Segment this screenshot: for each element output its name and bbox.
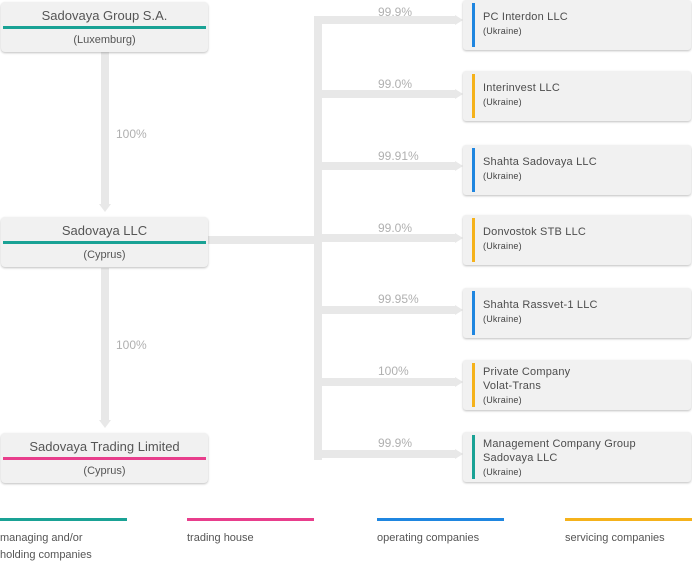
company-type-bar [472, 74, 475, 118]
connector-llc-horizontal [208, 236, 318, 244]
arrow-right-icon [455, 89, 463, 99]
branch-connector [314, 306, 455, 314]
subsidiary-info: Shahta Sadovaya LLC (Ukraine) [483, 155, 685, 182]
subsidiary-name: Private Company Volat-Trans [483, 366, 571, 392]
company-box-trading: Sadovaya Trading Limited (Cyprus) [1, 433, 208, 483]
subsidiary-box: Shahta Sadovaya LLC (Ukraine) [463, 145, 691, 195]
arrow-right-icon [455, 305, 463, 315]
subsidiary-name: Donvostok STB LLC [483, 226, 587, 238]
subsidiary-country: (Ukraine) [483, 26, 522, 36]
percentage-label: 100% [378, 364, 409, 378]
company-type-bar [3, 241, 206, 244]
subsidiary-info: Private Company Volat-Trans (Ukraine) [483, 365, 685, 406]
subsidiary-box: Management Company Group Sadovaya LLC (Uk… [463, 432, 691, 482]
legend-label-servicing: servicing companies [565, 532, 665, 544]
subsidiary-name: Management Company Group Sadovaya LLC [483, 438, 636, 464]
arrow-right-icon [455, 233, 463, 243]
subsidiary-country: (Ukraine) [483, 314, 522, 324]
company-type-bar [472, 148, 475, 192]
subsidiary-name: Shahta Rassvet-1 LLC [483, 299, 598, 311]
branch-connector [314, 450, 455, 458]
company-name: Sadovaya Trading Limited [29, 439, 180, 454]
company-type-bar [3, 26, 206, 29]
percentage-label: 99.9% [378, 5, 413, 19]
arrow-down-icon [99, 420, 111, 428]
company-type-bar [472, 435, 475, 479]
subsidiary-box: Donvostok STB LLC (Ukraine) [463, 215, 691, 265]
subsidiary-box: PC Interdon LLC (Ukraine) [463, 0, 691, 50]
company-box-llc: Sadovaya LLC (Cyprus) [1, 217, 208, 267]
legend-label-managing: managing and/or holding companies [0, 532, 92, 561]
company-country: (Cyprus) [83, 249, 126, 261]
percentage-label: 99.9% [378, 436, 413, 450]
percentage-label: 99.0% [378, 77, 413, 91]
branch-connector [314, 234, 455, 242]
arrow-right-icon [455, 161, 463, 171]
legend-swatch-servicing [565, 518, 692, 521]
subsidiary-info: Management Company Group Sadovaya LLC (Uk… [483, 437, 685, 478]
company-type-bar [472, 218, 475, 262]
company-type-bar [3, 457, 206, 460]
legend-label-trading: trading house [187, 532, 254, 544]
subsidiary-country: (Ukraine) [483, 467, 522, 477]
company-type-bar [472, 3, 475, 47]
company-box-group: Sadovaya Group S.A. (Luxemburg) [1, 2, 208, 52]
connector-group-to-llc [101, 52, 109, 204]
percentage-label: 100% [116, 338, 147, 352]
company-name: Sadovaya Group S.A. [41, 8, 168, 23]
branch-connector [314, 162, 455, 170]
subsidiary-country: (Ukraine) [483, 97, 522, 107]
subsidiary-info: Interinvest LLC (Ukraine) [483, 81, 685, 108]
subsidiary-box: Shahta Rassvet-1 LLC (Ukraine) [463, 288, 691, 338]
subsidiary-name: Interinvest LLC [483, 82, 560, 94]
company-country: (Luxemburg) [73, 34, 136, 46]
subsidiary-info: PC Interdon LLC (Ukraine) [483, 10, 685, 37]
arrow-right-icon [455, 449, 463, 459]
arrow-right-icon [455, 15, 463, 25]
subsidiary-box: Interinvest LLC (Ukraine) [463, 71, 691, 121]
subsidiary-info: Shahta Rassvet-1 LLC (Ukraine) [483, 298, 685, 325]
company-country: (Cyprus) [83, 465, 126, 477]
company-name: Sadovaya LLC [61, 223, 148, 238]
subsidiary-country: (Ukraine) [483, 171, 522, 181]
arrow-right-icon [455, 377, 463, 387]
subsidiary-box: Private Company Volat-Trans (Ukraine) [463, 360, 691, 410]
legend-swatch-managing [0, 518, 127, 521]
legend-swatch-trading [187, 518, 314, 521]
subsidiary-name: PC Interdon LLC [483, 11, 568, 23]
legend-swatch-operating [377, 518, 504, 521]
company-type-bar [472, 291, 475, 335]
branch-connector [314, 378, 455, 386]
branch-connector [314, 16, 455, 24]
percentage-label: 99.95% [378, 292, 419, 306]
subsidiary-name: Shahta Sadovaya LLC [483, 156, 597, 168]
connector-llc-to-trading [101, 268, 109, 420]
arrow-down-icon [99, 204, 111, 212]
percentage-label: 99.91% [378, 149, 419, 163]
branch-connector [314, 90, 455, 98]
subsidiary-country: (Ukraine) [483, 241, 522, 251]
percentage-label: 99.0% [378, 221, 413, 235]
legend-label-operating: operating companies [377, 532, 480, 544]
subsidiary-info: Donvostok STB LLC (Ukraine) [483, 225, 685, 252]
subsidiary-country: (Ukraine) [483, 395, 522, 405]
company-type-bar [472, 363, 475, 407]
percentage-label: 100% [116, 127, 147, 141]
